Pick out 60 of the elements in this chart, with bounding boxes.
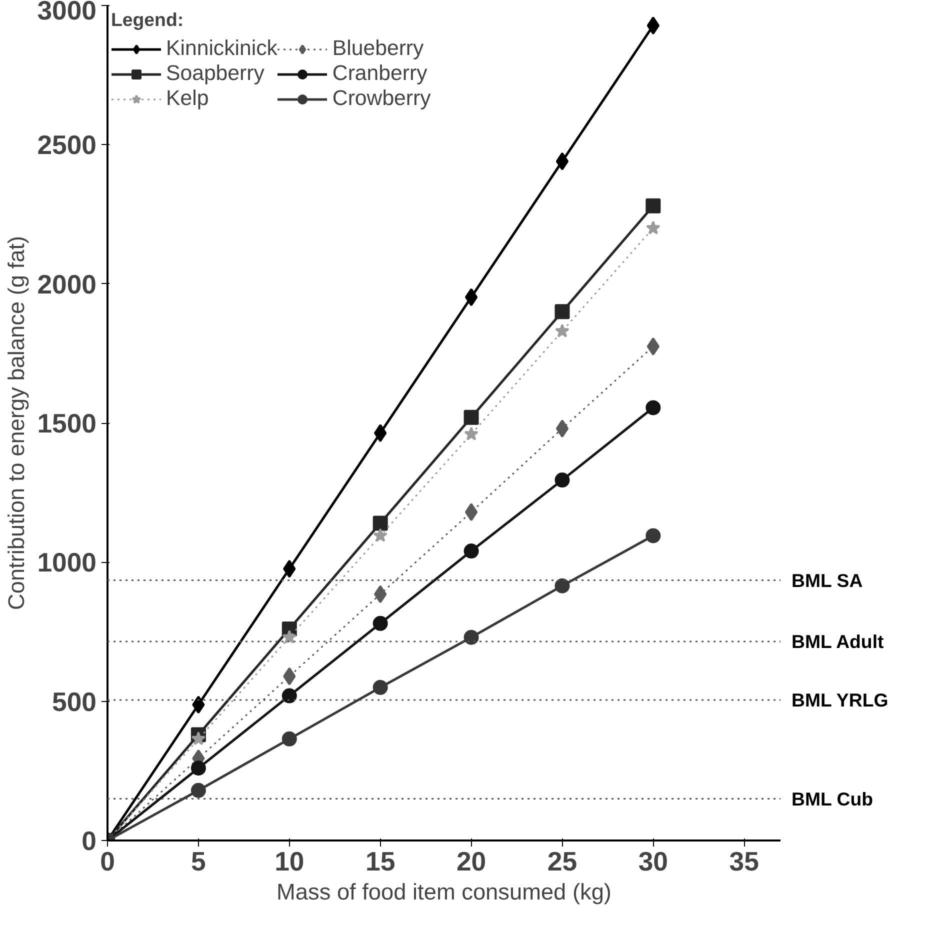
ref-line-label: BML SA <box>792 570 863 591</box>
point <box>555 324 570 338</box>
y-axis-title: Contribution to energy balance (g fat) <box>3 236 30 610</box>
x-tick-label: 10 <box>274 846 304 876</box>
point <box>646 220 660 234</box>
point <box>374 585 387 604</box>
point <box>282 688 297 704</box>
point <box>464 426 478 440</box>
point <box>556 420 569 438</box>
point <box>464 630 479 645</box>
y-tick-label: 2000 <box>37 269 97 300</box>
x-axis-title: Mass of food item consumed (kg) <box>276 878 612 904</box>
x-tick-label: 30 <box>638 846 668 876</box>
point <box>374 424 387 442</box>
x-tick-label: 20 <box>456 846 486 876</box>
point <box>191 731 206 746</box>
ref-line-label: BML YRLG <box>792 689 888 710</box>
legend-label: Kinnickinick <box>166 36 278 61</box>
y-tick-label: 1000 <box>37 548 97 578</box>
point <box>464 544 479 559</box>
point <box>283 560 296 578</box>
ref-line-label: BML Adult <box>792 630 884 652</box>
point <box>372 516 388 531</box>
y-tick-label: 1500 <box>37 408 97 438</box>
point <box>192 696 205 714</box>
point <box>282 630 297 644</box>
point <box>464 410 479 425</box>
y-tick-label: 2500 <box>37 130 97 160</box>
point <box>464 288 478 306</box>
point <box>646 198 661 214</box>
point <box>554 578 570 594</box>
point <box>372 616 388 631</box>
point <box>372 680 388 695</box>
point <box>190 760 206 776</box>
x-tick-label: 5 <box>191 846 206 876</box>
point <box>646 337 660 356</box>
y-tick-label: 500 <box>52 686 97 717</box>
legend-label: Crowberry <box>332 86 431 111</box>
legend-label: Kelp <box>166 86 209 111</box>
legend-title: Legend: <box>111 9 185 31</box>
point <box>646 400 661 416</box>
y-tick-label: 3000 <box>37 0 97 26</box>
point <box>283 667 296 686</box>
x-tick-label: 35 <box>729 846 760 876</box>
y-tick-label: 0 <box>82 826 97 856</box>
ref-line-label: BML Cub <box>792 788 874 810</box>
point <box>373 528 388 542</box>
x-tick-label: 15 <box>366 846 396 876</box>
point <box>646 528 661 544</box>
x-tick-label: 25 <box>547 846 578 876</box>
legend-label: Soapberry <box>166 61 264 86</box>
point <box>554 472 570 488</box>
point <box>556 152 569 170</box>
point <box>282 731 297 746</box>
point <box>646 16 660 35</box>
point <box>190 782 206 798</box>
point <box>464 503 478 522</box>
legend-label: Cranberry <box>332 61 428 86</box>
point <box>554 304 570 320</box>
legend-label: Blueberry <box>332 36 424 61</box>
